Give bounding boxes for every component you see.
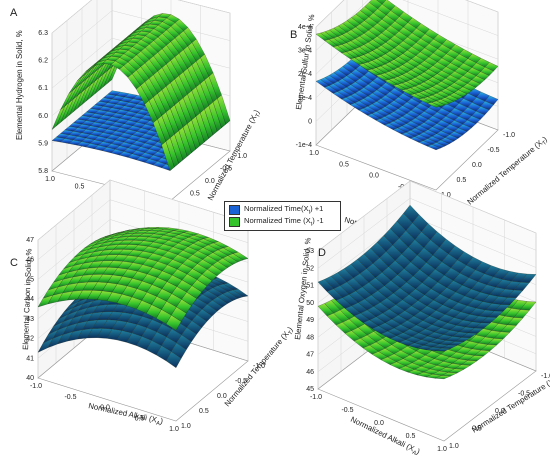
y-tick-label: -0.5 [235,378,247,385]
legend-item-time-minus: Normalized Time (Xt) -1 [229,216,336,228]
z-tick-label: 6.0 [38,113,48,120]
x-tick-label: 0.5 [75,184,85,191]
x-tick-label: 1.0 [169,426,179,433]
y-tick-label: 0.5 [199,408,209,415]
y-tick-label: -1.0 [253,363,265,370]
z-tick-label: 47 [26,237,34,244]
surface-patch [426,144,441,151]
surface-patch [426,102,441,108]
grid-line [315,0,499,28]
x-tick-label: 0.0 [374,420,384,427]
z-axis-title: Elemental Carbon in Solid, % [21,248,34,350]
z-tick-label: 47 [306,352,314,359]
z-tick-label: 46 [26,257,34,264]
z-tick-label: 41 [26,355,34,362]
z-tick-label: 44 [26,296,34,303]
z-tick-label: 51 [306,283,314,290]
legend-label-time-minus: Normalized Time (Xt) -1 [244,216,324,228]
y-tick-label: 1.0 [449,443,459,450]
y-tick-label: 0.5 [457,177,467,184]
legend-swatch-blue [229,205,240,215]
z-tick-label: 45 [26,276,34,283]
z-tick-label: 6.3 [38,30,48,37]
x-tick-label: 0.0 [369,173,379,180]
panel-label: C [10,257,18,269]
z-tick-label: 45 [306,386,314,393]
surface-patch [161,141,175,171]
z-tick-label: 5.9 [38,140,48,147]
y-axis-title: Normalized Temperature (XT) [470,373,550,436]
x-tick-label: 1.0 [45,176,55,183]
y-tick-label: -0.5 [488,147,500,154]
x-tick-label: 1.0 [309,150,319,157]
z-tick-label: 3e-4 [298,48,312,55]
legend-swatch-green [229,217,240,227]
panel-label: A [10,7,18,19]
x-tick-label: -1.0 [30,383,42,390]
z-tick-label: 40 [26,375,34,382]
y-tick-label: -1.0 [503,132,515,139]
y-tick-label: 0.0 [217,393,227,400]
y-tick-label: -1.0 [235,153,247,160]
legend: Normalized Time(Xt) +1 Normalized Time (… [224,201,341,231]
z-axis-title: Elemental Hydrogen in Solid, % [15,30,24,140]
surface-time-minus [315,0,499,108]
x-tick-label: 0.0 [100,405,110,412]
z-tick-label: 50 [306,300,314,307]
y-tick-label: -1.0 [541,373,550,380]
z-tick-label: 4e-4 [298,24,312,31]
y-tick-label: 0.0 [205,178,215,185]
x-tick-label: 0.5 [406,433,416,440]
z-tick-label: 5.8 [38,168,48,175]
z-tick-label: 46 [306,369,314,376]
panel-label: B [290,29,297,41]
surface-patch [434,348,451,352]
y-tick-label: -0.5 [518,391,530,398]
surface-time-minus [51,13,231,171]
x-tick-label: 1.0 [437,446,447,453]
x-tick-label: -1.0 [310,394,322,401]
z-tick-label: 43 [26,316,34,323]
y-tick-label: 0.0 [472,162,482,169]
z-tick-label: 1e-4 [298,95,312,102]
x-tick-label: 0.5 [135,415,145,422]
legend-label-time-plus: Normalized Time(Xt) +1 [244,204,324,216]
y-tick-label: 0.0 [495,408,505,415]
surface-patch [434,375,451,380]
y-tick-label: 1.0 [181,423,191,430]
z-tick-label: -1e-4 [296,142,312,149]
y-tick-label: -0.5 [220,166,232,173]
y-tick-label: 0.5 [472,426,482,433]
z-tick-label: 0 [308,118,312,125]
z-tick-label: 6.2 [38,58,48,65]
z-tick-label: 52 [306,265,314,272]
x-tick-label: -0.5 [341,407,353,414]
y-axis-title: Normalized Temperature (XT) [466,134,550,208]
y-tick-label: 0.5 [190,191,200,198]
z-tick-label: 42 [26,336,34,343]
z-tick-label: 49 [306,317,314,324]
surface-time-minus [37,227,249,331]
z-tick-label: 48 [306,334,314,341]
panel-label: D [318,247,326,259]
surface-patch [165,314,182,331]
legend-item-time-plus: Normalized Time(Xt) +1 [229,204,336,216]
z-tick-label: 53 [306,248,314,255]
x-tick-label: -0.5 [64,394,76,401]
grid-line [51,0,231,34]
x-tick-label: 0.5 [339,161,349,168]
z-tick-label: 6.1 [38,85,48,92]
surface-patch [165,351,182,369]
surface-time-plus [317,204,537,352]
z-tick-label: 2e-4 [298,71,312,78]
